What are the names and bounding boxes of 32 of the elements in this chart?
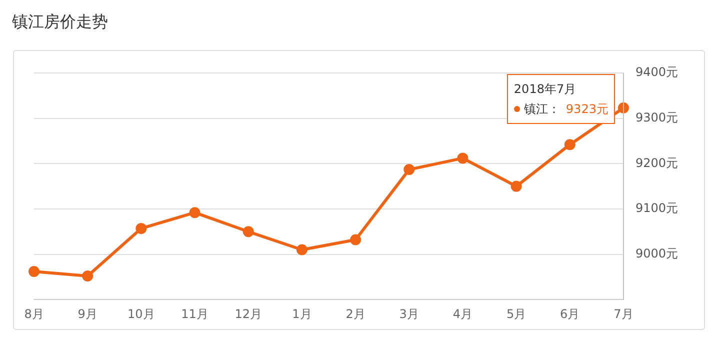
x-tick-label: 6月 (560, 306, 580, 321)
x-tick-label: 1月 (292, 306, 312, 321)
point (457, 152, 468, 164)
point (28, 266, 40, 277)
point (404, 164, 415, 176)
x-tick-label: 2月 (346, 306, 366, 321)
point (564, 139, 576, 150)
y-tick-label: 9100元 (635, 201, 678, 216)
x-tick-label: 8月 (24, 306, 44, 321)
x-tick-label: 12月 (234, 306, 262, 321)
x-tick-label: 11月 (181, 306, 208, 321)
point (82, 270, 94, 282)
point (136, 222, 147, 234)
y-tick-label: 9000元 (635, 246, 678, 260)
y-tick-label: 9300元 (635, 110, 678, 124)
x-tick-label: 3月 (399, 306, 419, 321)
x-tick-label: 9月 (78, 306, 98, 321)
annotation: 2018年7月 (514, 80, 578, 98)
point (189, 207, 200, 218)
legend-label: 镇江： (524, 100, 560, 118)
point (510, 180, 522, 192)
chart-title: 镇江房价走势 (12, 12, 108, 33)
point (350, 234, 362, 246)
x-tick-label: 7月 (614, 306, 634, 321)
point (242, 226, 254, 238)
data-label: 9323元 (566, 100, 608, 118)
point (296, 244, 308, 256)
x-tick-label: 4月 (452, 306, 473, 321)
y-tick-label: 9200元 (635, 156, 678, 170)
x-tick-label: 5月 (506, 306, 526, 321)
x-tick-label: 10月 (128, 306, 155, 321)
y-tick-label: 9400元 (635, 65, 678, 80)
